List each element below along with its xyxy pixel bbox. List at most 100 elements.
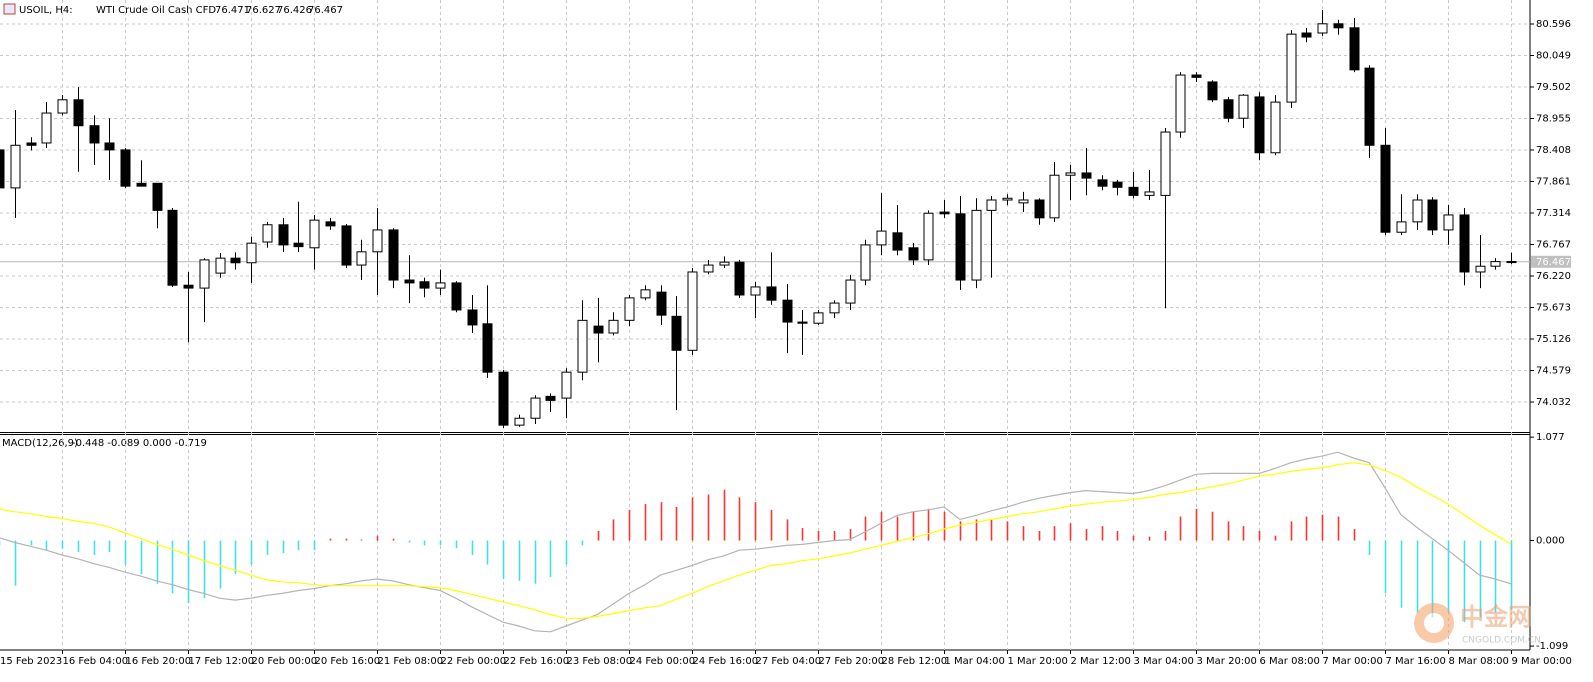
candle-body xyxy=(1443,214,1454,231)
candle-body xyxy=(388,229,399,281)
candle-body xyxy=(750,286,761,296)
candle-body xyxy=(1034,199,1045,219)
y-tick-label: 77.861 xyxy=(1536,177,1571,188)
candle-body xyxy=(152,182,163,211)
candle-body xyxy=(939,211,950,215)
x-tick-label: 1 Mar 04:00 xyxy=(945,656,1005,667)
candle-body xyxy=(845,279,856,304)
x-tick-label: 21 Feb 08:00 xyxy=(378,656,444,667)
candle-body xyxy=(514,417,525,426)
candle-body xyxy=(1018,199,1029,204)
candle-body xyxy=(0,149,5,189)
candle-body xyxy=(1160,131,1171,196)
candle-body xyxy=(1081,172,1092,179)
y-tick-label: -1.099 xyxy=(1536,641,1568,652)
candle-body xyxy=(734,261,745,296)
candle-body xyxy=(703,264,714,273)
candle-body xyxy=(419,281,430,289)
y-tick-label: 78.408 xyxy=(1536,145,1571,156)
candle-body xyxy=(278,224,289,246)
candle-body xyxy=(545,395,556,401)
candle-body xyxy=(876,230,887,246)
candle-body xyxy=(797,321,808,324)
candle-body xyxy=(923,212,934,261)
x-tick-label: 1 Mar 20:00 xyxy=(1008,656,1068,667)
candle-body xyxy=(482,323,493,373)
candle-body xyxy=(293,242,304,248)
candle-body xyxy=(246,242,257,264)
candle-body xyxy=(451,282,462,311)
candle-body xyxy=(530,397,541,419)
candle-body xyxy=(1175,74,1186,133)
x-tick-label: 17 Feb 12:00 xyxy=(189,656,255,667)
candle-body xyxy=(608,319,619,334)
y-tick-label: 74.032 xyxy=(1536,397,1571,408)
candle-body xyxy=(57,99,68,114)
last-price-box xyxy=(1531,255,1571,268)
candle-body xyxy=(1475,265,1486,273)
candle-body xyxy=(1144,191,1155,196)
y-tick-label: 80.049 xyxy=(1536,51,1571,62)
watermark-icon-inner xyxy=(1424,613,1444,633)
y-tick-label: 79.502 xyxy=(1536,82,1571,93)
watermark: 中金网 CNGOLD.COM.CN xyxy=(1414,603,1541,646)
candle-body xyxy=(1128,186,1139,196)
x-tick-label: 27 Feb 20:00 xyxy=(819,656,885,667)
candle-body xyxy=(1364,67,1375,146)
candle-body xyxy=(1380,144,1391,233)
y-tick-label: 75.673 xyxy=(1536,303,1571,314)
candle-body xyxy=(986,199,997,211)
candle-body xyxy=(687,271,698,351)
x-tick-label: 7 Mar 00:00 xyxy=(1323,656,1383,667)
x-tick-label: 3 Mar 04:00 xyxy=(1134,656,1194,667)
candle-body xyxy=(955,213,966,281)
symbol-icon xyxy=(3,3,16,15)
x-tick-label: 16 Feb 20:00 xyxy=(126,656,192,667)
y-tick-label: 78.955 xyxy=(1536,114,1571,125)
candle-body xyxy=(813,312,824,324)
x-tick-label: 20 Feb 00:00 xyxy=(252,656,318,667)
y-tick-label: 80.596 xyxy=(1536,19,1571,30)
candle-body xyxy=(593,325,604,334)
y-tick-label: 75.126 xyxy=(1536,334,1571,345)
candle-body xyxy=(215,257,226,274)
candle-body xyxy=(10,144,21,189)
open-value: 76.471 xyxy=(215,5,250,16)
y-tick-label: 74.579 xyxy=(1536,365,1571,376)
candle-body xyxy=(782,299,793,323)
candle-body xyxy=(309,219,320,249)
x-tick-label: 28 Feb 12:00 xyxy=(882,656,948,667)
high-value: 76.627 xyxy=(246,5,281,16)
candle-body xyxy=(1002,197,1013,201)
candle-body xyxy=(26,142,37,146)
x-tick-label: 20 Feb 16:00 xyxy=(315,656,381,667)
candle-body xyxy=(860,244,871,281)
candle-body xyxy=(262,224,273,243)
candle-body xyxy=(498,371,509,426)
candle-body xyxy=(1396,221,1407,233)
last-price-label: 76.467 xyxy=(1536,257,1571,268)
candle-body xyxy=(829,302,840,314)
candle-body xyxy=(136,182,147,187)
indicator-line xyxy=(0,451,1512,633)
candle-body xyxy=(1490,261,1501,267)
header: USOIL, H4: WTI Crude Oil Cash CFD 76.471… xyxy=(3,3,343,16)
candle-body xyxy=(1065,172,1076,176)
y-tick-label: 1.077 xyxy=(1536,432,1565,443)
close-value: 76.467 xyxy=(308,5,343,16)
macd-values: -0.448 -0.089 0.000 -0.719 xyxy=(72,438,207,449)
x-tick-label: 9 Mar 00:00 xyxy=(1512,656,1572,667)
candle-body xyxy=(908,247,919,261)
y-tick-label: 76.220 xyxy=(1536,271,1571,282)
candle-body xyxy=(1254,96,1265,154)
candle-body xyxy=(561,371,572,399)
x-tick-label: 3 Mar 20:00 xyxy=(1197,656,1257,667)
candle-body xyxy=(719,261,730,266)
candle-body xyxy=(230,257,241,264)
x-tick-label: 22 Feb 16:00 xyxy=(504,656,570,667)
candle-body xyxy=(971,209,982,281)
candle-body xyxy=(404,279,415,284)
description: WTI Crude Oil Cash CFD xyxy=(96,5,216,16)
candle-body xyxy=(435,282,446,289)
candle-body xyxy=(341,225,352,266)
